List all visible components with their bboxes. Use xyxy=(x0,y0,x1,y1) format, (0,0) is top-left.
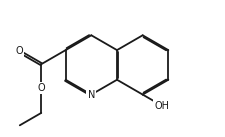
Text: OH: OH xyxy=(154,101,169,111)
Text: O: O xyxy=(37,83,45,93)
Text: N: N xyxy=(88,90,95,100)
Text: O: O xyxy=(15,46,23,56)
